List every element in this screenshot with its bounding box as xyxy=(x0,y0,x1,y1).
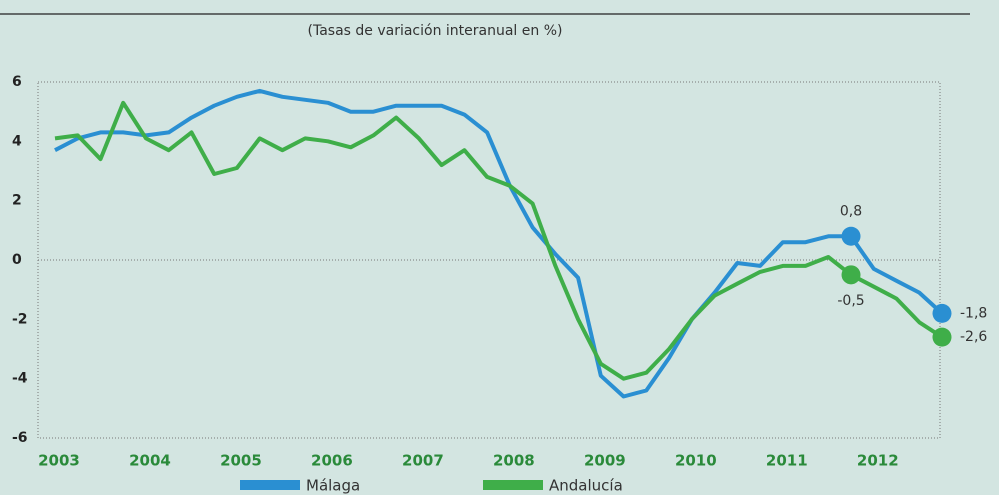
y-tick-label: 4 xyxy=(12,133,22,149)
x-tick-label: 2005 xyxy=(220,452,262,470)
data-label: 0,8 xyxy=(840,203,862,219)
x-tick-label: 2009 xyxy=(584,452,626,470)
x-tick-label: 2011 xyxy=(766,452,808,470)
y-tick-label: 0 xyxy=(12,252,22,268)
legend-label: Andalucía xyxy=(549,477,623,495)
point-marker xyxy=(841,265,861,285)
x-tick-label: 2003 xyxy=(38,452,80,470)
x-tick-label: 2007 xyxy=(402,452,444,470)
x-tick-label: 2012 xyxy=(857,452,899,470)
point-marker xyxy=(932,327,952,347)
series-line xyxy=(54,100,944,381)
point-marker xyxy=(841,226,861,246)
x-tick-label: 2010 xyxy=(675,452,717,470)
data-label: -2,6 xyxy=(960,329,987,345)
y-tick-label: -6 xyxy=(12,430,28,446)
x-tick-label: 2006 xyxy=(311,452,353,470)
legend-swatch xyxy=(483,480,543,490)
y-tick-label: 2 xyxy=(12,193,22,209)
x-tick-label: 2004 xyxy=(129,452,171,470)
data-label: -1,8 xyxy=(960,305,987,321)
x-tick-label: 2008 xyxy=(493,452,535,470)
series-line xyxy=(54,88,944,399)
y-tick-label: -4 xyxy=(12,371,28,387)
y-tick-label: -2 xyxy=(12,311,28,327)
legend-swatch xyxy=(240,480,300,490)
subtitle: (Tasas de variación interanual en %) xyxy=(308,23,563,39)
point-marker xyxy=(932,303,952,323)
legend-label: Málaga xyxy=(306,477,360,495)
data-label: -0,5 xyxy=(837,293,864,309)
y-tick-label: 6 xyxy=(12,74,22,90)
